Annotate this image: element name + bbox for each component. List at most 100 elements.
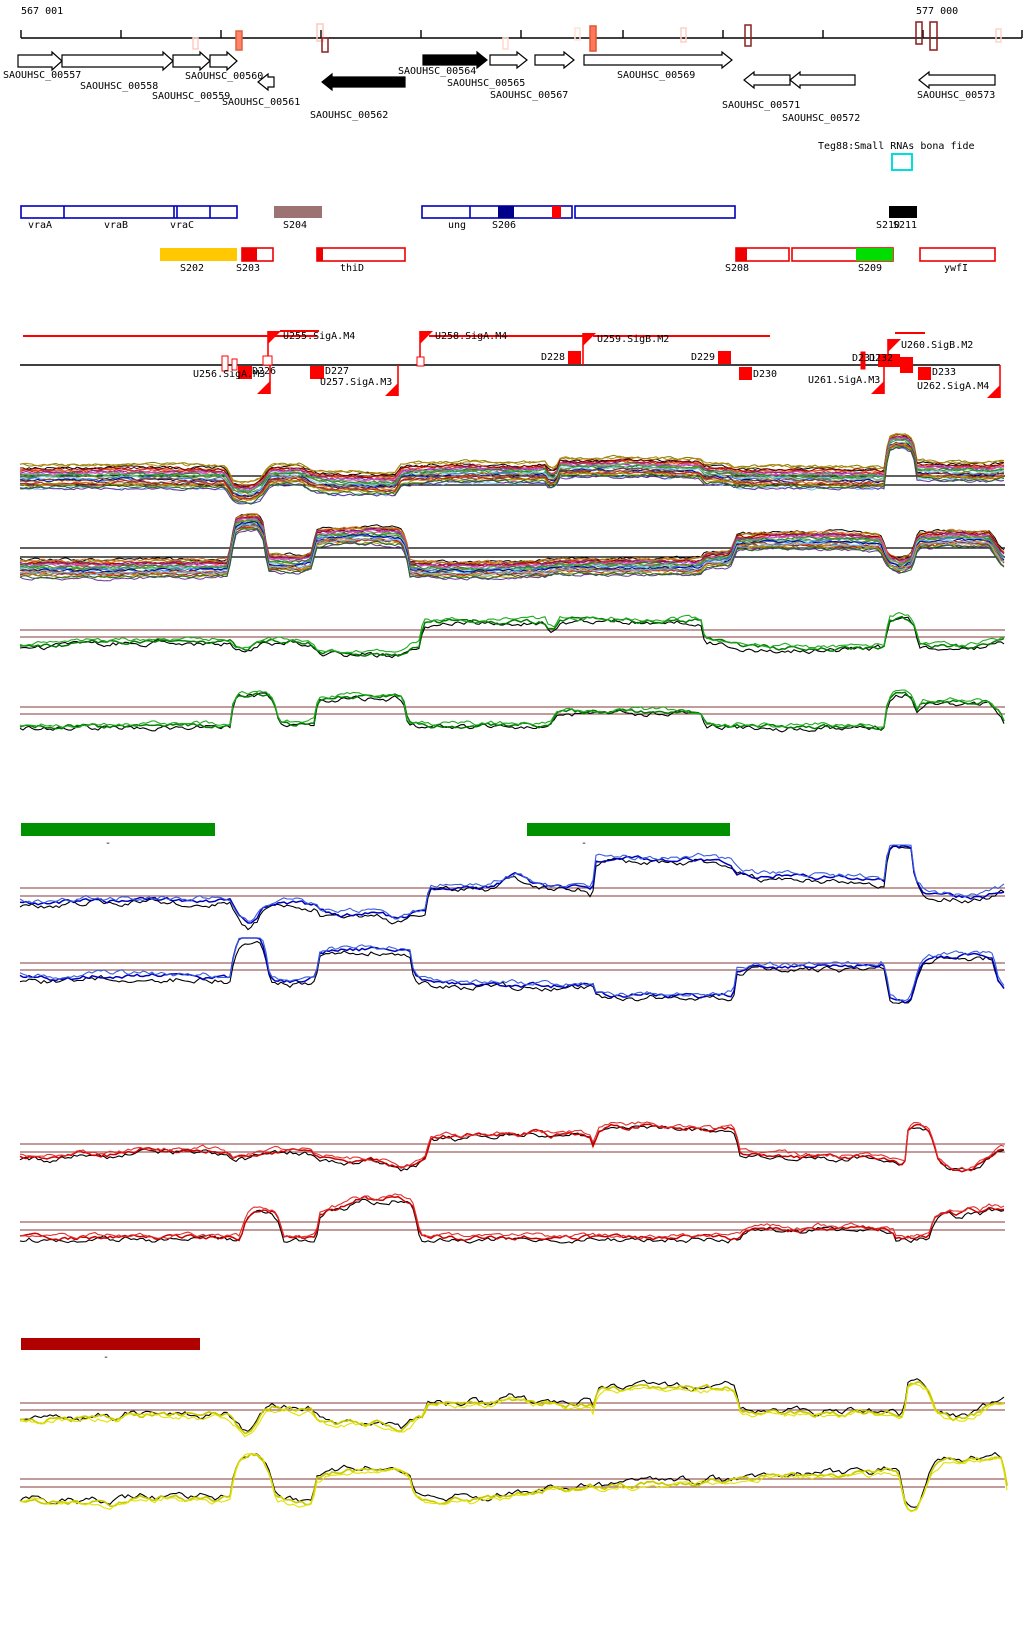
downstream-box[interactable]: [238, 366, 252, 379]
gene-arrow[interactable]: [489, 50, 528, 70]
blue-condition-forward-line: [19, 844, 1005, 922]
utr-flag-up[interactable]: [420, 331, 433, 344]
red-condition-reverse-line: [19, 1193, 1005, 1240]
abundance-bar[interactable]: [527, 823, 730, 836]
feature-bar-filled-part[interactable]: [736, 248, 747, 261]
downstream-box[interactable]: [310, 366, 324, 379]
feature-label: vraA: [28, 220, 53, 231]
feature-bar[interactable]: [421, 205, 573, 219]
downstream-box[interactable]: [568, 351, 581, 364]
utr-flag-up[interactable]: [583, 333, 596, 346]
feature-bar[interactable]: [316, 247, 406, 262]
feature-bar[interactable]: [889, 206, 917, 218]
gene-label: SAOUHSC_00569: [617, 70, 696, 81]
feature-bar[interactable]: [160, 248, 237, 261]
ruler-start-label: 567 001: [21, 6, 64, 17]
blue-condition-reverse-line: [19, 937, 1005, 1002]
utr-flag-down[interactable]: [987, 385, 1000, 398]
gene-arrow[interactable]: [209, 50, 238, 72]
annotation-mark: [221, 355, 229, 372]
gene-label: SAOUHSC_00565: [447, 78, 526, 89]
utr-flag-down[interactable]: [257, 381, 270, 394]
gene-arrow[interactable]: [321, 72, 406, 92]
feature-bar-inner[interactable]: [856, 248, 893, 261]
gene-label: SAOUHSC_00560: [185, 71, 264, 82]
yellow-condition-reverse-line: [19, 1453, 1008, 1513]
yellow-condition-forward-line: [19, 1382, 1005, 1438]
abundance-bar-tick: -: [581, 838, 588, 849]
gene-arrow[interactable]: [918, 70, 996, 90]
gene-arrow[interactable]: [17, 50, 63, 72]
downstream-box-label: D230: [753, 369, 778, 380]
feature-bar[interactable]: [919, 247, 996, 262]
downstream-box-label: D226: [252, 366, 277, 377]
ruler-variant-mark: [929, 21, 938, 51]
green-condition-reverse-line: [19, 689, 1005, 729]
abundance-bar[interactable]: [21, 1338, 200, 1350]
utr-flag-up[interactable]: [268, 331, 281, 344]
feature-label: thiD: [340, 263, 365, 274]
feature-bar-filled-part[interactable]: [242, 248, 257, 261]
all-samples-forward-line: [19, 445, 1005, 505]
feature-bar-filled-part[interactable]: [317, 248, 323, 261]
downstream-box[interactable]: [918, 367, 931, 380]
feature-label: vraC: [170, 220, 195, 231]
ruler-variant-mark: [574, 27, 581, 41]
all-samples-forward-line: [19, 444, 1005, 503]
gene-arrow[interactable]: [534, 50, 575, 70]
utr-flag-label: U257.SigA.M3: [320, 377, 393, 388]
all-samples-forward-line: [19, 438, 1005, 492]
ruler-variant-mark: [995, 28, 1002, 43]
utr-flag-label: U262.SigA.M4: [917, 381, 990, 392]
gene-label: SAOUHSC_00562: [310, 110, 389, 121]
gene-label: SAOUHSC_00571: [722, 100, 801, 111]
gene-arrow[interactable]: [172, 50, 211, 72]
gene-arrow[interactable]: [743, 70, 791, 90]
feature-label: S204: [283, 220, 308, 231]
downstream-box[interactable]: [900, 357, 913, 373]
utr-flag-down[interactable]: [385, 383, 398, 396]
feature-bar[interactable]: [574, 205, 736, 219]
feature-label: S206: [492, 220, 517, 231]
all-samples-forward-line: [19, 433, 1005, 483]
red-condition-reverse-line: [19, 1198, 1005, 1244]
green-condition-forward-line: [19, 616, 1005, 659]
gene-arrow[interactable]: [61, 50, 174, 72]
feature-label: S202: [180, 263, 205, 274]
gene-arrow[interactable]: [583, 50, 733, 70]
gene-arrow[interactable]: [422, 50, 488, 70]
red-condition-forward-line: [19, 1123, 1005, 1173]
yellow-condition-forward-line: [19, 1381, 1005, 1435]
feature-label: S203: [236, 263, 261, 274]
utr-flag-down[interactable]: [871, 381, 884, 394]
downstream-box[interactable]: [739, 367, 752, 380]
gene-label: SAOUHSC_00572: [782, 113, 861, 124]
feature-bar-inner[interactable]: [552, 206, 561, 218]
feature-bar-inner[interactable]: [498, 206, 514, 218]
all-samples-forward-line: [19, 446, 1005, 505]
utr-flag-label: U255.SigA.M4: [283, 331, 356, 342]
all-samples-forward-line: [19, 441, 1005, 498]
feature-bar[interactable]: [274, 206, 322, 218]
downstream-box[interactable]: [718, 351, 731, 364]
abundance-bar[interactable]: [21, 823, 215, 836]
blue-condition-forward-line: [19, 844, 1005, 924]
downstream-box[interactable]: [878, 354, 900, 367]
ruler-variant-mark: [680, 27, 687, 43]
feature-label: ung: [448, 220, 467, 231]
gene-arrow[interactable]: [257, 72, 275, 92]
ruler-variant-mark: [316, 23, 324, 42]
utr-flag-up[interactable]: [888, 339, 901, 352]
all-samples-reverse-line: [19, 516, 1005, 567]
gene-arrow[interactable]: [789, 70, 856, 90]
all-samples-reverse-line: [19, 523, 1005, 576]
yellow-condition-reverse-line: [19, 1452, 1008, 1513]
srna-feature-box[interactable]: [891, 153, 913, 171]
feature-bar[interactable]: [20, 205, 238, 219]
annotation-mark: [262, 355, 273, 366]
ruler-variant-mark: [589, 25, 597, 52]
srna-track-title: Teg88:Small RNAs bona fide: [818, 141, 975, 152]
gene-label: SAOUHSC_00564: [398, 66, 477, 77]
feature-label: S208: [725, 263, 750, 274]
